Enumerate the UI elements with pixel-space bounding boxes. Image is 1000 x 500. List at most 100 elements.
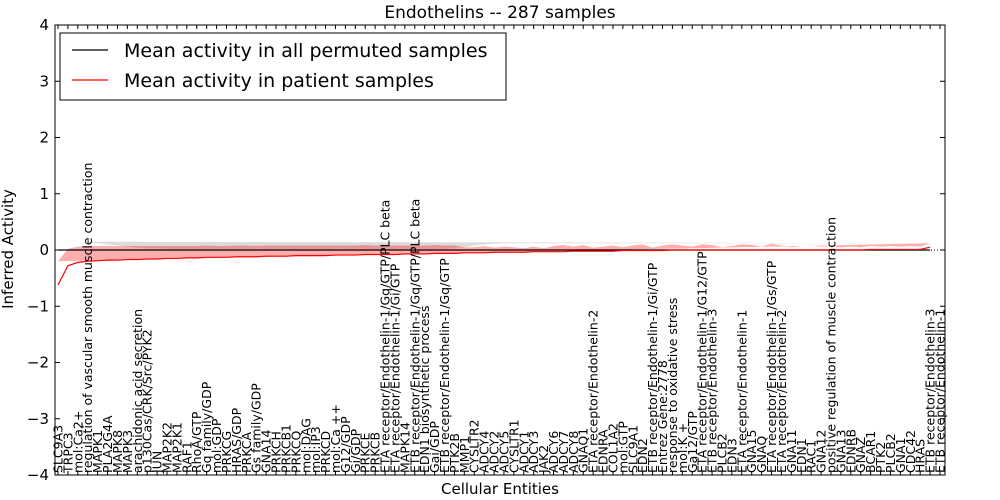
x-tick-label: EDN2 bbox=[635, 438, 650, 473]
x-tick-label: mol:K + bbox=[675, 423, 690, 473]
x-tick-label: PLA2G4A bbox=[100, 415, 115, 473]
x-tick-label: arachidonic acid secretion bbox=[130, 309, 145, 473]
x-tick-label: PLCB2 bbox=[883, 433, 898, 473]
x-tick-label: GNA15 bbox=[744, 430, 759, 474]
x-tick-label: ETA receptor/Endothelin-1 bbox=[734, 310, 749, 473]
x-tick-label: ETB receptor/Endothelin-3 bbox=[923, 309, 938, 473]
x-tick-label: mol:DAG bbox=[298, 418, 313, 473]
y-tick-label: −2 bbox=[27, 354, 49, 372]
x-tick-label: COL1A2 bbox=[605, 423, 620, 473]
legend-label-permuted: Mean activity in all permuted samples bbox=[124, 40, 487, 62]
x-tick-label: Gi/GDP bbox=[348, 428, 363, 473]
x-tick-label: RAF1 bbox=[179, 441, 194, 473]
x-tick-label: PLCB2 bbox=[714, 433, 729, 473]
x-tick-label: CYSLTR1 bbox=[506, 419, 521, 473]
x-tick-label: CYSLTR2 bbox=[467, 419, 482, 473]
x-tick-label: PRKCQ bbox=[288, 431, 303, 473]
x-tick-label: ADCY1 bbox=[516, 431, 531, 473]
x-tick-label: MAPK14 bbox=[397, 422, 412, 473]
x-tick-label: MAPK1 bbox=[90, 430, 105, 473]
x-tick-label: EDNRB bbox=[843, 429, 858, 473]
y-axis-label: Inferred Activity bbox=[0, 189, 17, 309]
x-axis-label: Cellular Entities bbox=[441, 480, 559, 498]
legend-frame bbox=[59, 32, 507, 101]
x-tick-label: ETB receptor/Endothelin-1/Gi/GTP bbox=[645, 262, 660, 473]
x-tick-label: SLC9A1 bbox=[625, 425, 640, 473]
x-tick-label: GNA11 bbox=[784, 430, 799, 474]
x-tick-label: ADCY7 bbox=[556, 431, 571, 473]
y-tick-label: 1 bbox=[39, 185, 49, 203]
x-tick-label: mol:Ca ++ bbox=[328, 404, 343, 473]
x-tick-label: regulation of vascular smooth muscle con… bbox=[80, 163, 95, 473]
x-tick-label: JAK2 bbox=[536, 445, 551, 474]
x-tick-label: PRKCD bbox=[318, 431, 333, 473]
x-tick-label: mol:IP3 bbox=[308, 426, 323, 473]
x-tick-label: CDC42 bbox=[903, 430, 918, 473]
y-tick-label: 3 bbox=[39, 72, 49, 90]
x-tick-label: ADCY4 bbox=[477, 431, 492, 473]
x-tick-label: ETA receptor/Endothelin-1/Gi/GTP bbox=[387, 263, 402, 473]
x-tick-label: GNA12 bbox=[814, 430, 829, 474]
chart-title: Endothelins -- 287 samples bbox=[384, 3, 615, 23]
x-tick-label: JUN bbox=[150, 451, 165, 474]
x-tick-label: EDN1 biosynthetic process bbox=[417, 306, 432, 473]
x-tick-label: ETB receptor/Endothelin-3 bbox=[705, 309, 720, 473]
x-tick-label: positive regulation of muscle contractio… bbox=[823, 217, 838, 473]
x-tick-label: p130Cas/CRK/Src/PYK2 bbox=[140, 329, 155, 473]
x-tick-label: Ga12/GTP bbox=[685, 411, 700, 473]
x-tick-label: HRAS/GDP bbox=[229, 407, 244, 473]
x-tick-label: ETA receptor/Endothelin-2 bbox=[586, 310, 601, 473]
x-tick-label: ADCY5 bbox=[496, 431, 511, 473]
x-tick-label: EDNRA bbox=[596, 429, 611, 473]
x-tick-label: EDN1 bbox=[794, 438, 809, 473]
x-tick-label: ETB receptor/Endothelin-1/Gq/GTP bbox=[437, 258, 452, 473]
x-tick-label: PRKCB bbox=[368, 432, 383, 473]
x-tick-label: ADCY8 bbox=[566, 431, 581, 473]
y-tick-label: −1 bbox=[27, 297, 49, 315]
y-tick-label: −4 bbox=[27, 466, 49, 484]
x-tick-label: ADCY3 bbox=[526, 431, 541, 473]
x-tick-label: GNAZ bbox=[853, 437, 868, 473]
permuted-band bbox=[58, 241, 931, 249]
x-tick-label: Entrez Gene:2778 bbox=[655, 360, 670, 473]
plot-area: −4 −3 −2 −1 0 1 2 3 4 SLC9A3TRPC3mol:Ca2+regulati… bbox=[27, 16, 948, 484]
x-tick-label: GNA1 bbox=[893, 437, 908, 473]
x-tick-label: ADCY2 bbox=[487, 431, 502, 473]
legend: Mean activity in all permuted samples Me… bbox=[59, 32, 507, 101]
x-tick-label: PRKCH bbox=[269, 431, 284, 473]
legend-label-patient: Mean activity in patient samples bbox=[124, 70, 434, 92]
x-tick-label: ADCY6 bbox=[546, 431, 561, 473]
x-tick-label: TRPC3 bbox=[60, 432, 75, 474]
x-tick-label: ETB receptor/Endothelin-1 bbox=[933, 309, 948, 473]
x-tick-label: MAPK3 bbox=[120, 430, 135, 473]
x-tick-label: MAP2K2 bbox=[160, 422, 175, 473]
x-tick-label: PRKCE bbox=[358, 433, 373, 473]
x-tick-label: PRKCA bbox=[239, 432, 254, 473]
x-tick-label: MMP1 bbox=[457, 436, 472, 473]
x-tick-label: mol:GDP bbox=[209, 418, 224, 473]
x-tick-label: mol:GTP bbox=[615, 421, 630, 473]
x-tick-label: ETB receptor/Endothelin-1/Gq/GTP/PLC bet… bbox=[407, 199, 422, 473]
x-tick-label: response to oxidative stress bbox=[665, 298, 680, 473]
x-tick-label: HRAS bbox=[913, 439, 928, 473]
x-tick-label: ETA receptor/Endothelin-1/Gs/GTP bbox=[764, 260, 779, 473]
x-tick-label: RhoA/GTP bbox=[189, 411, 204, 473]
y-tick-label: 4 bbox=[39, 16, 49, 34]
x-tick-label: Gs family/GDP bbox=[249, 383, 264, 473]
x-tick-label: BCAR1 bbox=[863, 431, 878, 473]
x-tick-label: RAC1 bbox=[804, 440, 819, 473]
x-tick-label: MAP2K1 bbox=[169, 422, 184, 473]
x-tick-label: SLC9A3 bbox=[51, 425, 66, 473]
x-tick-label: G12/GDP bbox=[338, 416, 353, 473]
x-tick-label: PRKCG bbox=[219, 431, 234, 473]
x-tick-label: PTK2B bbox=[447, 433, 462, 473]
y-tick-label: 2 bbox=[39, 129, 49, 147]
x-tick-label: EDN3 bbox=[724, 438, 739, 473]
x-tick-label: MAPK8 bbox=[110, 430, 125, 473]
y-tick-label: 0 bbox=[39, 241, 49, 259]
x-tick-label: GNA14 bbox=[259, 429, 274, 473]
x-tick-label: ETA receptor/Endothelin-2 bbox=[774, 310, 789, 473]
x-tick-label: GNAQ1 bbox=[576, 428, 591, 473]
x-tick-label: GNA13 bbox=[833, 430, 848, 474]
